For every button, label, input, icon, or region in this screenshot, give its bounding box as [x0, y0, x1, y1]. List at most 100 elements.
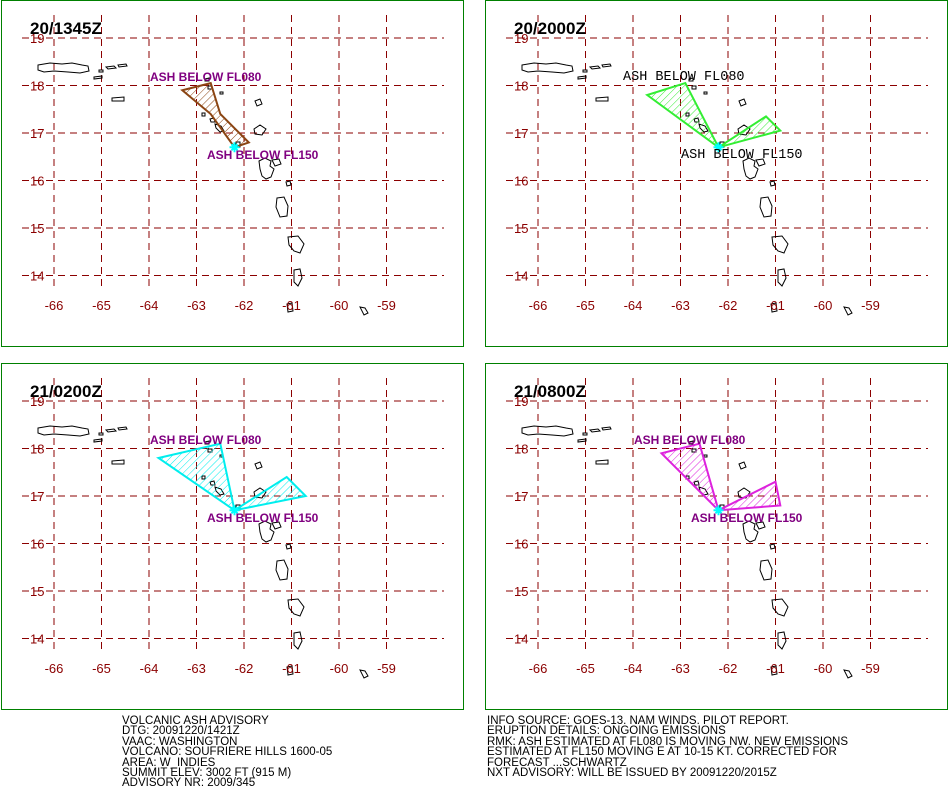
map-canvas: ASH BELOW FL080 ASH BELOW FL150 19 18 17 16 15… [22, 378, 444, 679]
st-vincent-coast [770, 302, 778, 313]
advisory-info-right: INFO SOURCE: GOES-13. NAM WINDS. PILOT R… [487, 715, 849, 780]
virgin-islands-coast [104, 63, 128, 70]
puerto-rico-coast [37, 62, 90, 74]
st-croix-coast [111, 96, 125, 102]
ash-area-fl080 [645, 81, 720, 149]
map-canvas: ASH BELOW FL080 ASH BELOW FL150 19 18 17 16 15… [22, 15, 444, 316]
marie-galante-coast [285, 543, 292, 550]
advisory-line: VOLCANIC ASH ADVISORY [122, 715, 269, 727]
map-panel-1: ASH BELOW FL080 ASH BELOW FL150 19 18 17 16 15… [1, 0, 464, 347]
dominica-coast [759, 559, 773, 581]
volcano-vent-marker [229, 505, 240, 516]
guadeloupe-coast [258, 520, 282, 543]
puerto-rico-coast [521, 425, 574, 437]
lon-tick-label: -64 [624, 661, 643, 676]
culebra-coast [98, 432, 104, 436]
virgin-islands-coast [104, 426, 128, 433]
dominica-coast [759, 196, 773, 218]
vieques-coast [93, 75, 103, 80]
lat-tick-label: 14 [514, 632, 528, 647]
lon-tick-label: -63 [671, 298, 690, 313]
culebra-coast [582, 69, 588, 73]
advisory-line: ERUPTION DETAILS: ONGOING EMISSIONS [487, 725, 726, 738]
lat-tick-label: 16 [514, 174, 528, 189]
barbuda-coast [738, 461, 747, 470]
advisory-line: DTG: 20091220/1421Z [122, 725, 240, 738]
ash-area-fl150 [717, 115, 783, 149]
lat-tick-label: 16 [30, 174, 44, 189]
lon-tick-label: -66 [529, 298, 548, 313]
lon-tick-label: -65 [92, 661, 111, 676]
advisory-info-left: VOLCANIC ASH ADVISORY DTG: 20091220/1421… [122, 715, 333, 789]
st-croix-coast [111, 459, 125, 465]
lat-tick-label: 18 [30, 79, 44, 94]
lat-tick-label: 16 [30, 537, 44, 552]
lon-tick-label: -66 [45, 298, 64, 313]
advisory-line: ESTIMATED AT FL150 MOVING E AT 10-15 KT.… [487, 746, 837, 759]
lon-tick-label: -61 [282, 298, 301, 313]
advisory-line: VAAC: WASHINGTON [122, 735, 238, 748]
advisory-line: VOLCANO: SOUFRIERE HILLS 1600-05 [122, 746, 333, 759]
panel-time-label: 20/1345Z [30, 19, 102, 38]
ash-area-fl080 [156, 442, 237, 513]
volcano-vent-marker [229, 142, 240, 153]
lat-tick-label: 17 [514, 126, 528, 141]
lon-tick-label: -66 [45, 661, 64, 676]
volcano-vent-marker [713, 505, 724, 516]
lon-tick-label: -64 [624, 298, 643, 313]
lon-tick-label: -60 [814, 661, 833, 676]
advisory-line: AREA: W_INDIES [122, 756, 216, 769]
lat-lon-grid [22, 378, 444, 654]
lon-tick-label: -62 [719, 661, 738, 676]
lat-tick-label: 16 [514, 537, 528, 552]
lat-lon-grid [22, 15, 444, 291]
lon-tick-label: -61 [282, 661, 301, 676]
advisory-line: NXT ADVISORY: WILL BE ISSUED BY 20091220… [487, 767, 777, 780]
antigua-coast [253, 124, 267, 136]
culebra-coast [582, 432, 588, 436]
lon-tick-label: -65 [576, 298, 595, 313]
lat-tick-label: 15 [514, 584, 528, 599]
barbuda-coast [738, 98, 747, 107]
st-lucia-coast [777, 268, 787, 287]
volcano-vent-marker [713, 142, 724, 153]
puerto-rico-coast [521, 62, 574, 74]
ash-label-fl080: ASH BELOW FL080 [150, 433, 262, 447]
st-vincent-coast [286, 665, 294, 676]
barbuda-coast [254, 98, 263, 107]
virgin-islands-coast [588, 63, 612, 70]
marie-galante-coast [769, 543, 776, 550]
vieques-coast [577, 75, 587, 80]
st-croix-coast [595, 459, 609, 465]
dominica-coast [275, 196, 289, 218]
lat-tick-label: 17 [514, 489, 528, 504]
map-panel-3: ASH BELOW FL080 ASH BELOW FL150 19 18 17 16 15… [1, 363, 464, 710]
ash-area-fl080 [180, 81, 251, 149]
ash-label-fl150: ASH BELOW FL150 [681, 148, 803, 163]
panel-time-label: 21/0200Z [30, 382, 102, 401]
martinique-coast [771, 235, 789, 254]
vieques-coast [93, 438, 103, 443]
st-vincent-coast [286, 302, 294, 313]
barbados-coast [843, 669, 853, 679]
lon-tick-label: -61 [766, 661, 785, 676]
lat-tick-label: 17 [30, 489, 44, 504]
lat-tick-label: 17 [30, 126, 44, 141]
lon-tick-label: -65 [92, 298, 111, 313]
lat-tick-label: 18 [514, 442, 528, 457]
lat-tick-label: 18 [30, 442, 44, 457]
lon-tick-label: -64 [140, 661, 159, 676]
lat-lon-grid [506, 378, 928, 654]
puerto-rico-coast [37, 425, 90, 437]
st-lucia-coast [293, 268, 303, 287]
lat-tick-label: 18 [514, 79, 528, 94]
map-canvas: ASH BELOW FL080 ASH BELOW FL150 19 18 17 16 15… [506, 378, 928, 679]
barbuda-coast [254, 461, 263, 470]
virgin-islands-coast [588, 426, 612, 433]
st-barts-coast [703, 454, 708, 458]
lat-tick-label: 19 [514, 394, 528, 409]
advisory-line: RMK: ASH ESTIMATED AT FL080 IS MOVING NW… [487, 735, 849, 748]
lon-tick-label: -64 [140, 298, 159, 313]
map-panel-2: ASH BELOW FL080 ASH BELOW FL150 19 18 17 16 15… [485, 0, 948, 347]
lat-tick-label: 19 [514, 31, 528, 46]
